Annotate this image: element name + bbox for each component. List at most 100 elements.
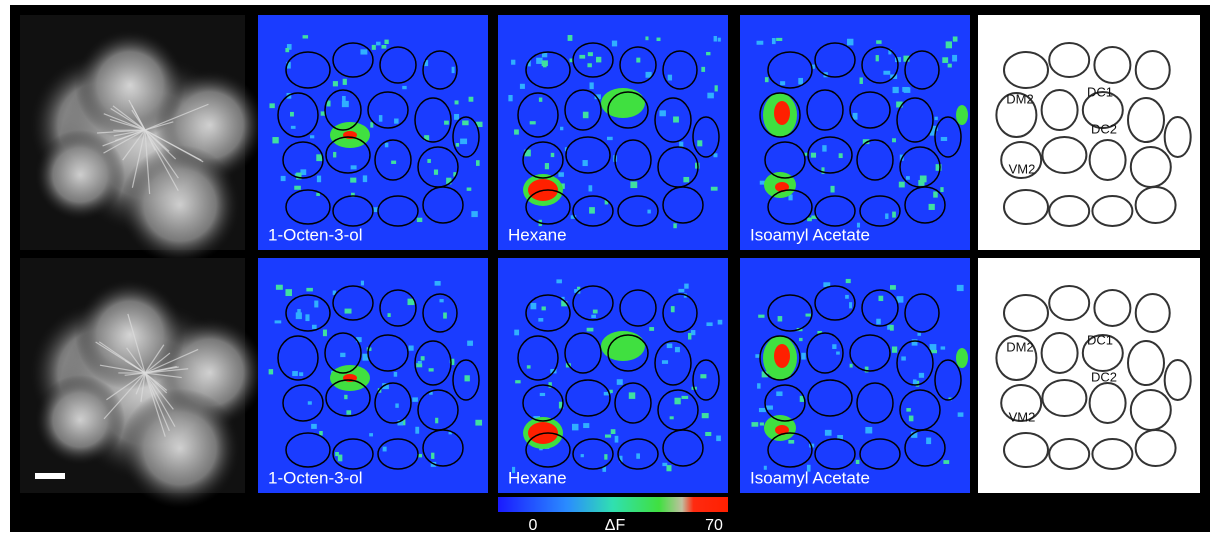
speckle [421, 356, 425, 360]
speckle [940, 187, 943, 192]
grayscale-image [20, 258, 265, 509]
speckle [902, 87, 909, 92]
speckle [906, 408, 911, 412]
speckle [370, 122, 373, 127]
speckle [415, 427, 419, 434]
glomerulus-label: DC2 [1091, 121, 1117, 136]
speckle [269, 369, 273, 374]
speckle [707, 93, 714, 99]
speckle [892, 346, 897, 352]
speckle [629, 392, 635, 398]
speckle [847, 39, 853, 46]
speckle [666, 465, 671, 471]
speckle [317, 176, 321, 183]
speckle [556, 279, 562, 283]
speckle [591, 315, 596, 318]
speckle [579, 55, 585, 59]
speckle [760, 422, 764, 425]
speckle [946, 41, 952, 48]
speckle [935, 117, 938, 120]
speckle [647, 210, 650, 214]
speckle [431, 453, 434, 459]
speckle [308, 401, 312, 404]
speckle [765, 77, 769, 82]
speckle [760, 181, 765, 185]
activity-map: Isoamyl Acetate [740, 15, 970, 250]
colorbar-max: 70 [705, 517, 723, 534]
speckle [607, 137, 613, 140]
speckle [892, 212, 896, 218]
speckle [314, 301, 318, 308]
speckle [876, 55, 879, 61]
speckle [381, 45, 386, 49]
speckle [340, 353, 345, 357]
speckle [906, 176, 910, 180]
speckle [701, 67, 705, 72]
speckle [645, 36, 648, 40]
speckle [434, 169, 438, 174]
speckle [409, 346, 414, 351]
speckle [605, 434, 611, 437]
speckle [350, 178, 356, 183]
colorbar-min: 0 [529, 517, 538, 534]
speckle [285, 289, 292, 296]
speckle [636, 453, 640, 458]
speckle [700, 374, 706, 378]
speckle [418, 361, 422, 364]
speckle [269, 103, 274, 108]
speckle [758, 315, 764, 318]
speckle [711, 187, 718, 191]
speckle [636, 58, 640, 63]
speckle [930, 344, 937, 351]
speckle [825, 430, 832, 436]
scale-bar [35, 473, 65, 479]
speckle [662, 360, 668, 364]
glomerulus-label: VM2 [1009, 409, 1036, 424]
speckle [454, 114, 459, 120]
speckle [933, 191, 938, 197]
speckle [718, 38, 721, 42]
speckle [527, 365, 531, 368]
speckle [542, 53, 547, 57]
speckle [714, 36, 717, 42]
speckle [429, 368, 434, 371]
glomerulus-label: DC1 [1087, 332, 1113, 347]
speckle [811, 153, 816, 158]
speckle [890, 285, 896, 290]
speckle [850, 364, 853, 368]
speckle [706, 322, 712, 326]
speckle [688, 333, 691, 340]
speckle [333, 152, 336, 158]
speckle [766, 405, 773, 409]
speckle [957, 285, 964, 291]
speckle [583, 423, 589, 428]
speckle [539, 98, 542, 102]
tissue [35, 375, 125, 465]
speckle [536, 58, 542, 64]
speckle [531, 303, 537, 309]
speckle [846, 279, 851, 283]
speckle [299, 372, 303, 376]
response-blob [956, 105, 968, 125]
speckle [589, 207, 595, 213]
activity-map: Hexane [498, 15, 728, 250]
speckle [673, 223, 676, 228]
speckle [678, 289, 684, 292]
speckle [596, 57, 601, 63]
speckle [670, 416, 674, 419]
speckle [319, 431, 323, 435]
speckle [702, 413, 709, 418]
speckle [551, 153, 554, 157]
activity-map: 1-Octen-3-ol [258, 15, 488, 250]
speckle [345, 309, 352, 314]
speckle [372, 45, 376, 50]
speckle [801, 353, 805, 360]
speckle [659, 110, 665, 116]
speckle [297, 309, 300, 314]
speckle [443, 312, 447, 318]
speckle [545, 163, 549, 169]
glomerulus-label: DM2 [1006, 339, 1033, 354]
speckle [444, 121, 449, 125]
speckle [885, 213, 888, 219]
speckle [305, 314, 309, 321]
